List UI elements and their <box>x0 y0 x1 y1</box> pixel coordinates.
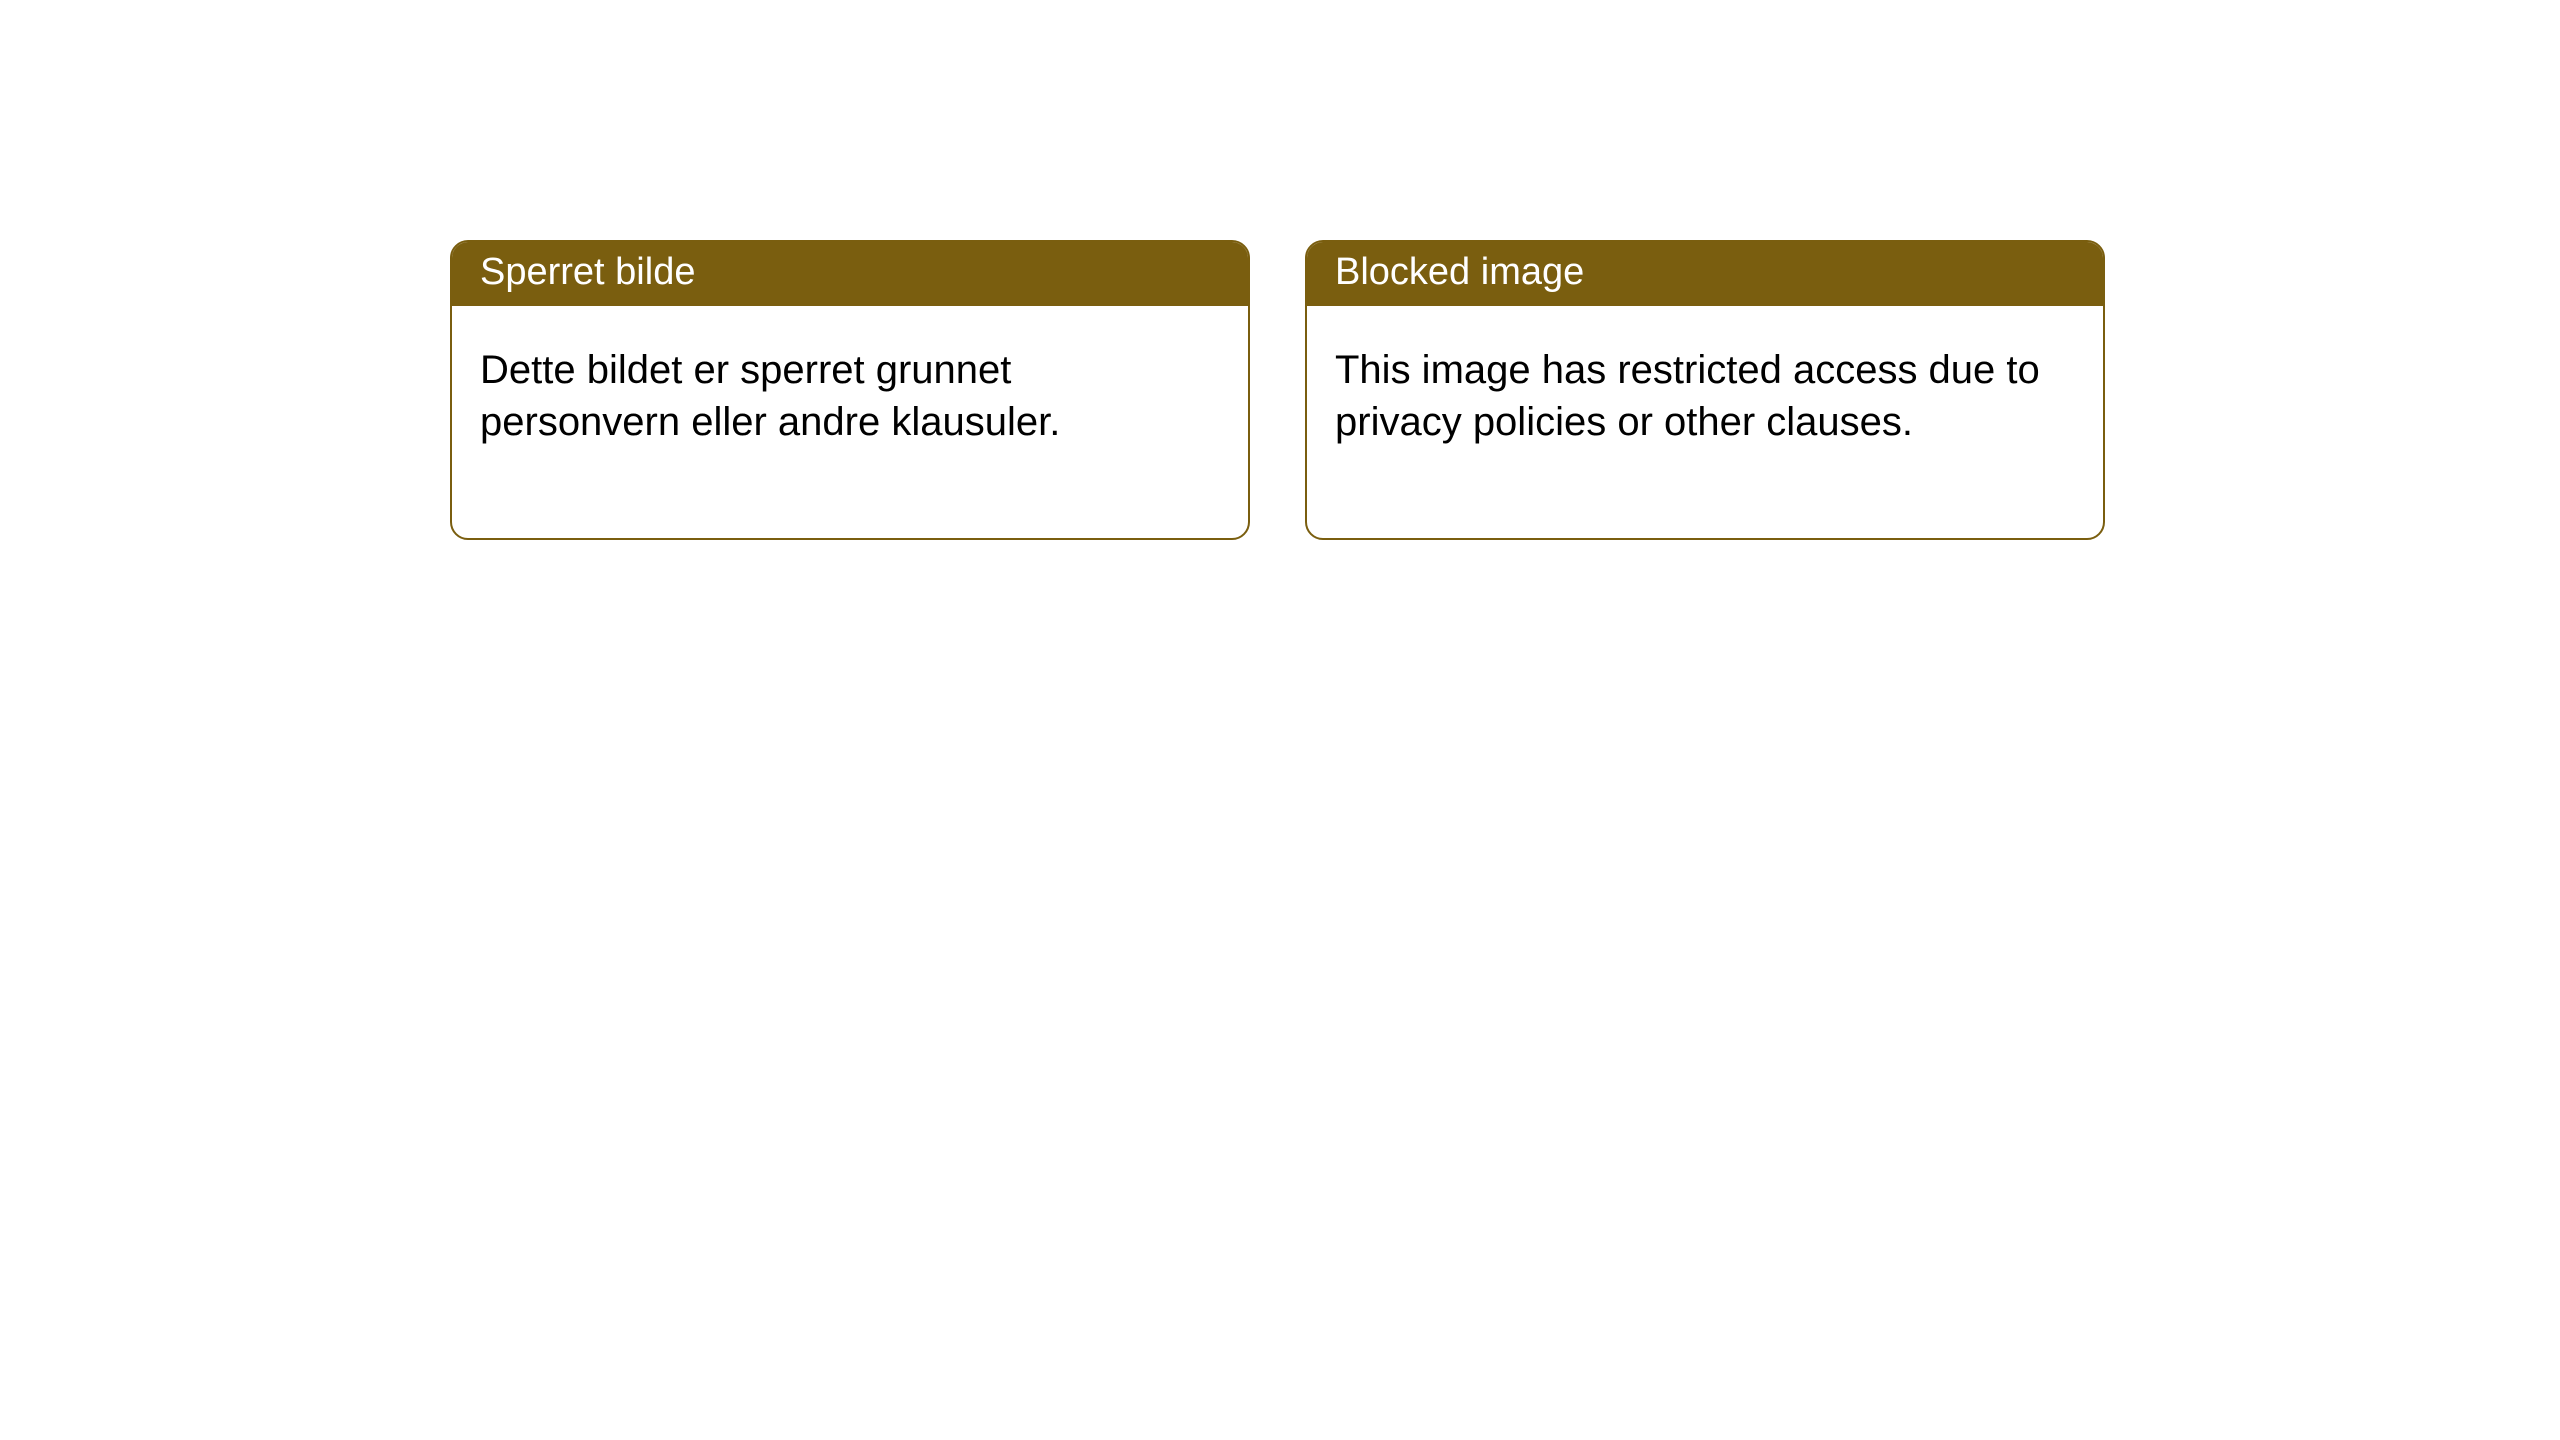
notice-title-norwegian: Sperret bilde <box>452 242 1248 306</box>
notice-body-english: This image has restricted access due to … <box>1307 306 2103 538</box>
notice-card-norwegian: Sperret bilde Dette bildet er sperret gr… <box>450 240 1250 540</box>
notice-container: Sperret bilde Dette bildet er sperret gr… <box>450 240 2105 540</box>
notice-body-norwegian: Dette bildet er sperret grunnet personve… <box>452 306 1248 538</box>
notice-card-english: Blocked image This image has restricted … <box>1305 240 2105 540</box>
notice-title-english: Blocked image <box>1307 242 2103 306</box>
